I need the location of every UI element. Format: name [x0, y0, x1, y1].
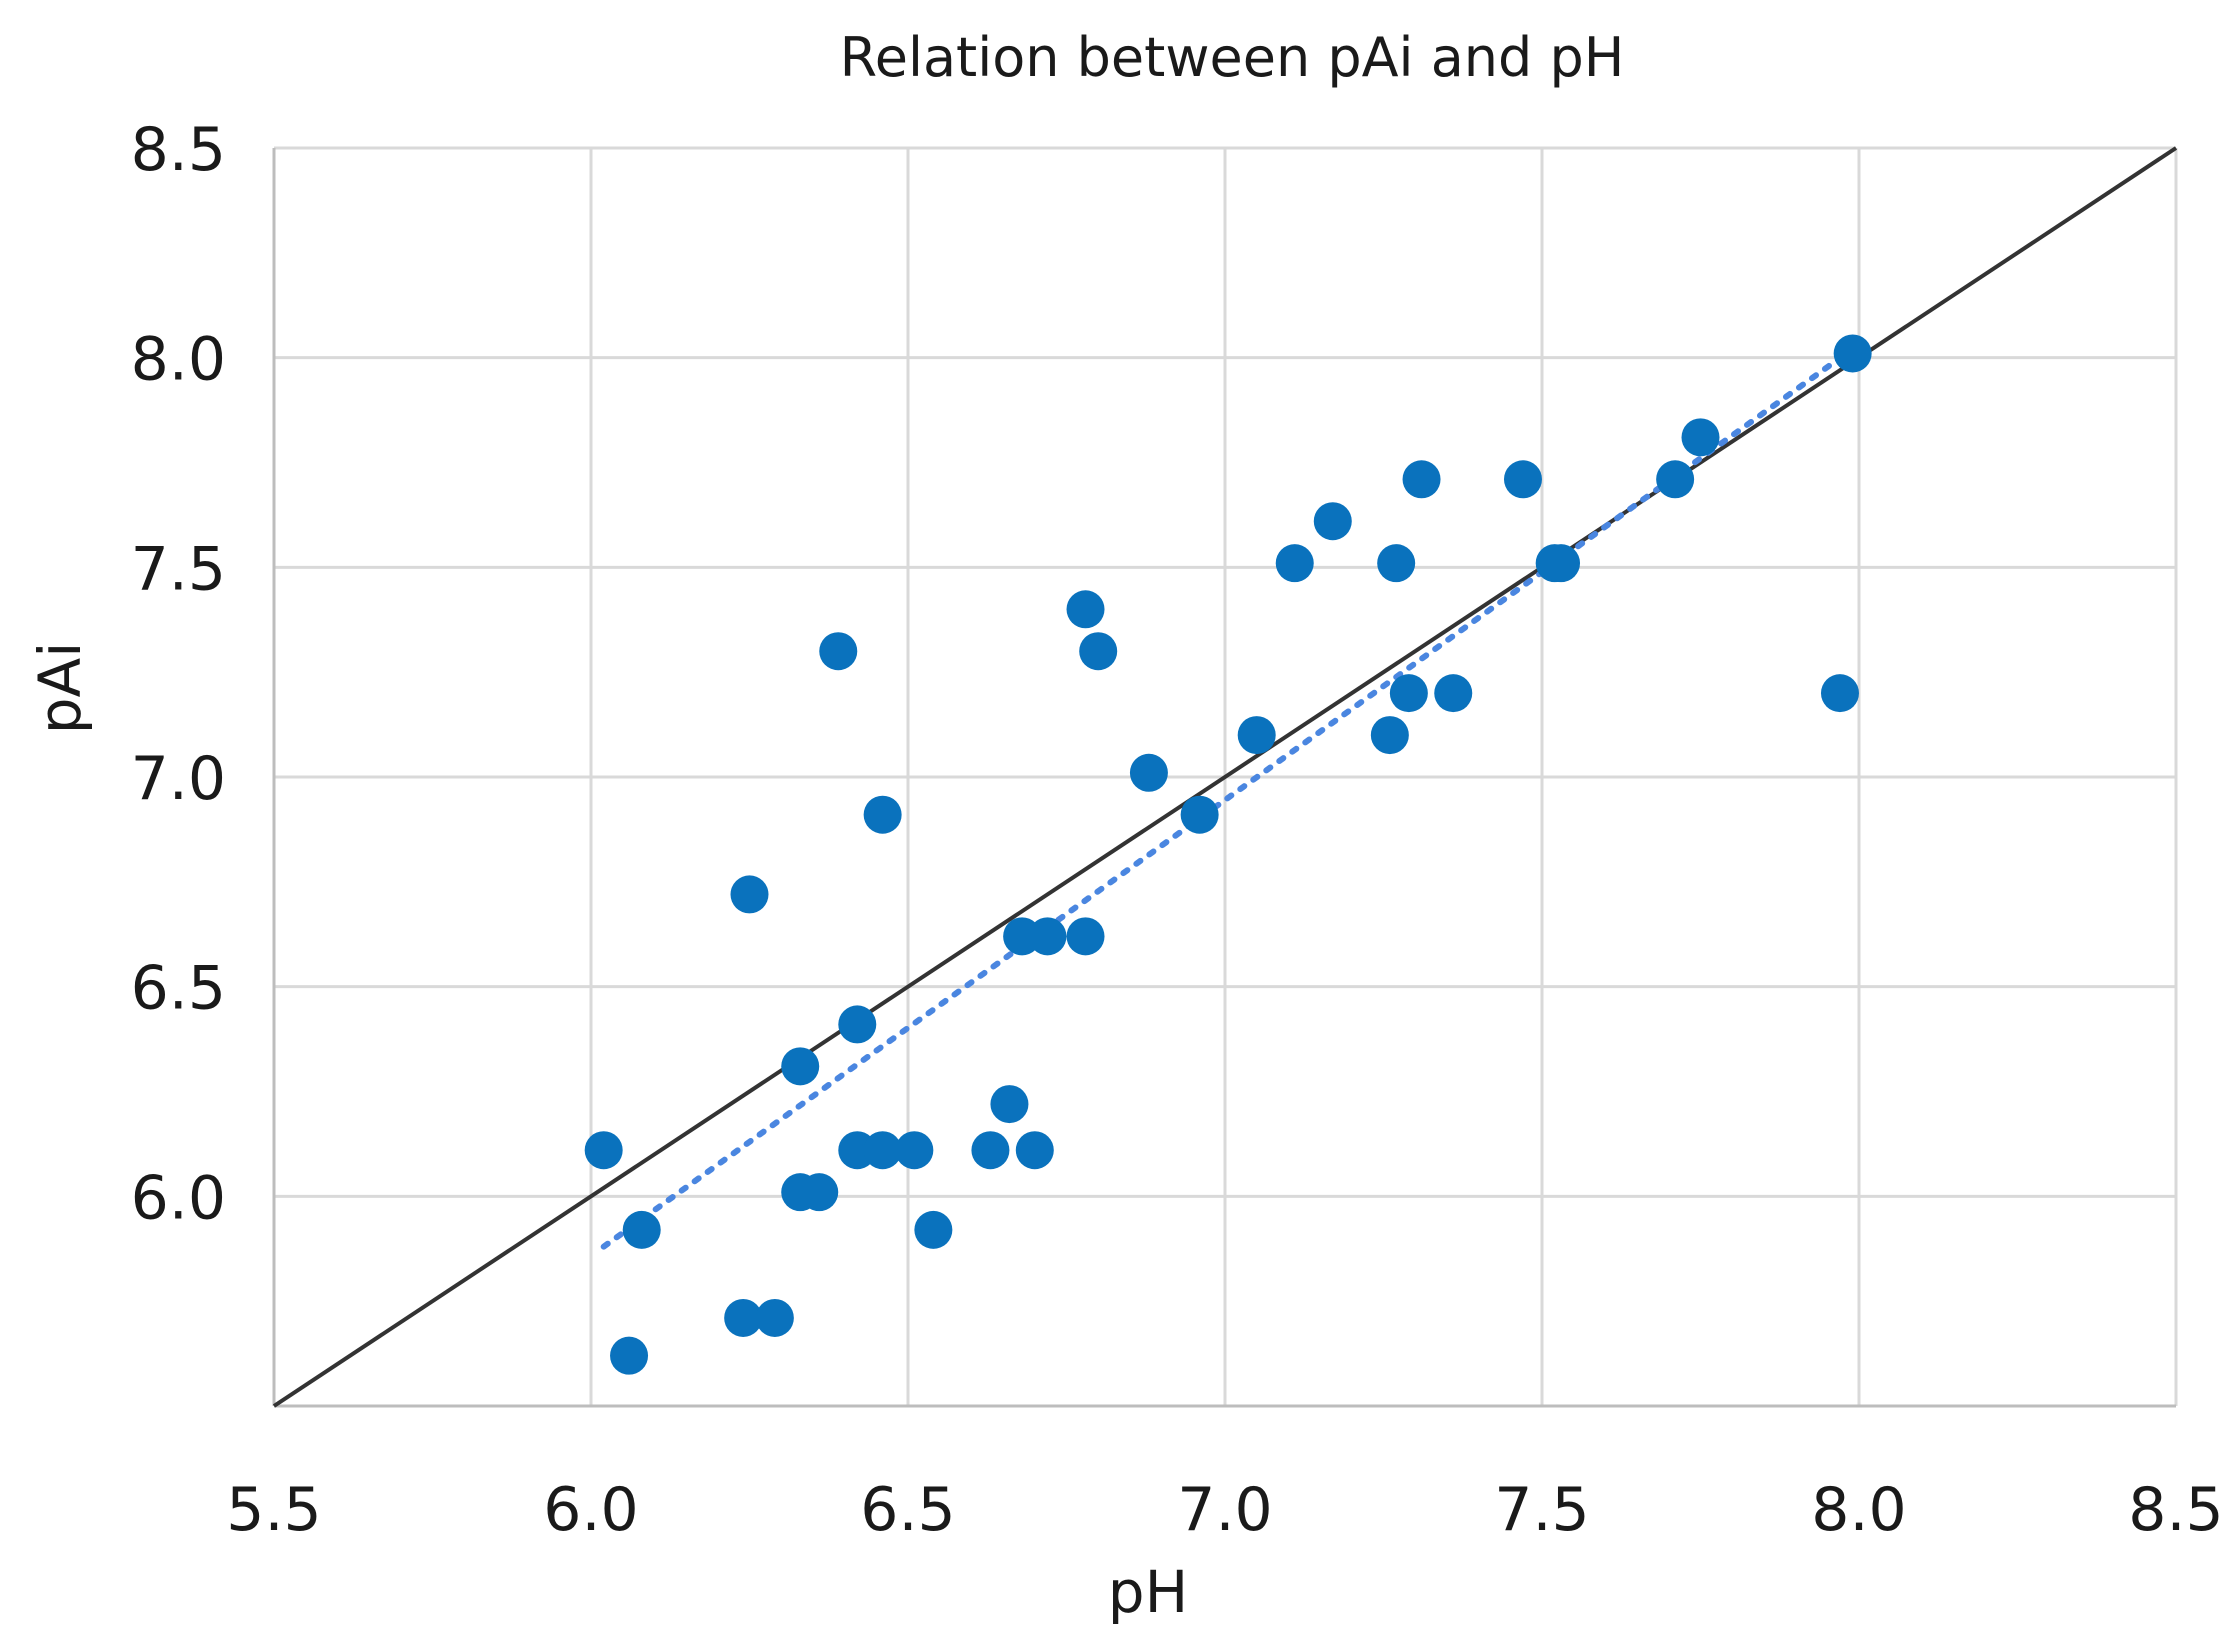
y-tick-label: 7.0	[131, 744, 226, 814]
data-point	[1434, 674, 1473, 713]
y-axis-title: pAi	[26, 642, 94, 735]
x-tick-label: 6.5	[860, 1475, 955, 1545]
data-point	[622, 1210, 661, 1249]
chart-title: Relation between pAi and pH	[840, 26, 1625, 89]
data-point	[1503, 460, 1542, 499]
y-tick-label: 6.0	[131, 1163, 226, 1233]
x-tick-label: 8.0	[1811, 1475, 1906, 1545]
data-point	[1370, 716, 1409, 755]
data-point	[1313, 502, 1352, 541]
data-point	[781, 1047, 820, 1086]
data-point	[1681, 418, 1720, 457]
data-point	[1275, 544, 1314, 583]
x-tick-label: 5.5	[226, 1475, 321, 1545]
y-tick-label: 7.5	[131, 534, 226, 604]
data-point	[1833, 334, 1872, 373]
data-point	[755, 1298, 794, 1337]
data-point	[1079, 632, 1118, 671]
data-point	[1066, 917, 1105, 956]
data-point	[863, 1131, 902, 1170]
data-point	[1389, 674, 1428, 713]
data-point	[1377, 544, 1416, 583]
y-tick-label: 8.0	[131, 325, 226, 395]
x-axis-title: pH	[1108, 1558, 1188, 1626]
data-point	[1129, 753, 1168, 792]
data-points	[584, 334, 1872, 1375]
data-point	[1028, 917, 1067, 956]
data-point	[1656, 460, 1695, 499]
data-point	[1237, 716, 1276, 755]
data-point	[1820, 674, 1859, 713]
data-point	[863, 795, 902, 834]
trend-line	[600, 350, 1850, 1250]
tick-labels: 5.5 6.0 6.5 7.0 7.5 8.0 8.5 6.0 6.5 7.0 7.5 8.0 8.5	[131, 115, 2220, 1545]
data-point	[819, 632, 858, 671]
data-point	[990, 1085, 1029, 1124]
data-point	[1542, 544, 1581, 583]
data-point	[1180, 795, 1219, 834]
data-point	[584, 1131, 623, 1170]
data-point	[1402, 460, 1441, 499]
y-tick-label: 8.5	[131, 115, 226, 185]
data-point	[838, 1005, 877, 1044]
x-tick-label: 7.0	[1177, 1475, 1272, 1545]
axes	[272, 146, 2178, 1408]
data-point	[895, 1131, 934, 1170]
x-tick-label: 8.5	[2128, 1475, 2220, 1545]
y-tick-label: 6.5	[131, 954, 226, 1024]
data-point	[610, 1336, 649, 1375]
data-point	[800, 1173, 839, 1212]
data-point	[1066, 590, 1105, 629]
data-point	[724, 1298, 763, 1337]
data-point	[971, 1131, 1010, 1170]
x-tick-label: 7.5	[1494, 1475, 1589, 1545]
data-point	[1015, 1131, 1054, 1170]
data-point	[730, 875, 769, 914]
data-point	[914, 1210, 953, 1249]
x-tick-label: 6.0	[543, 1475, 638, 1545]
